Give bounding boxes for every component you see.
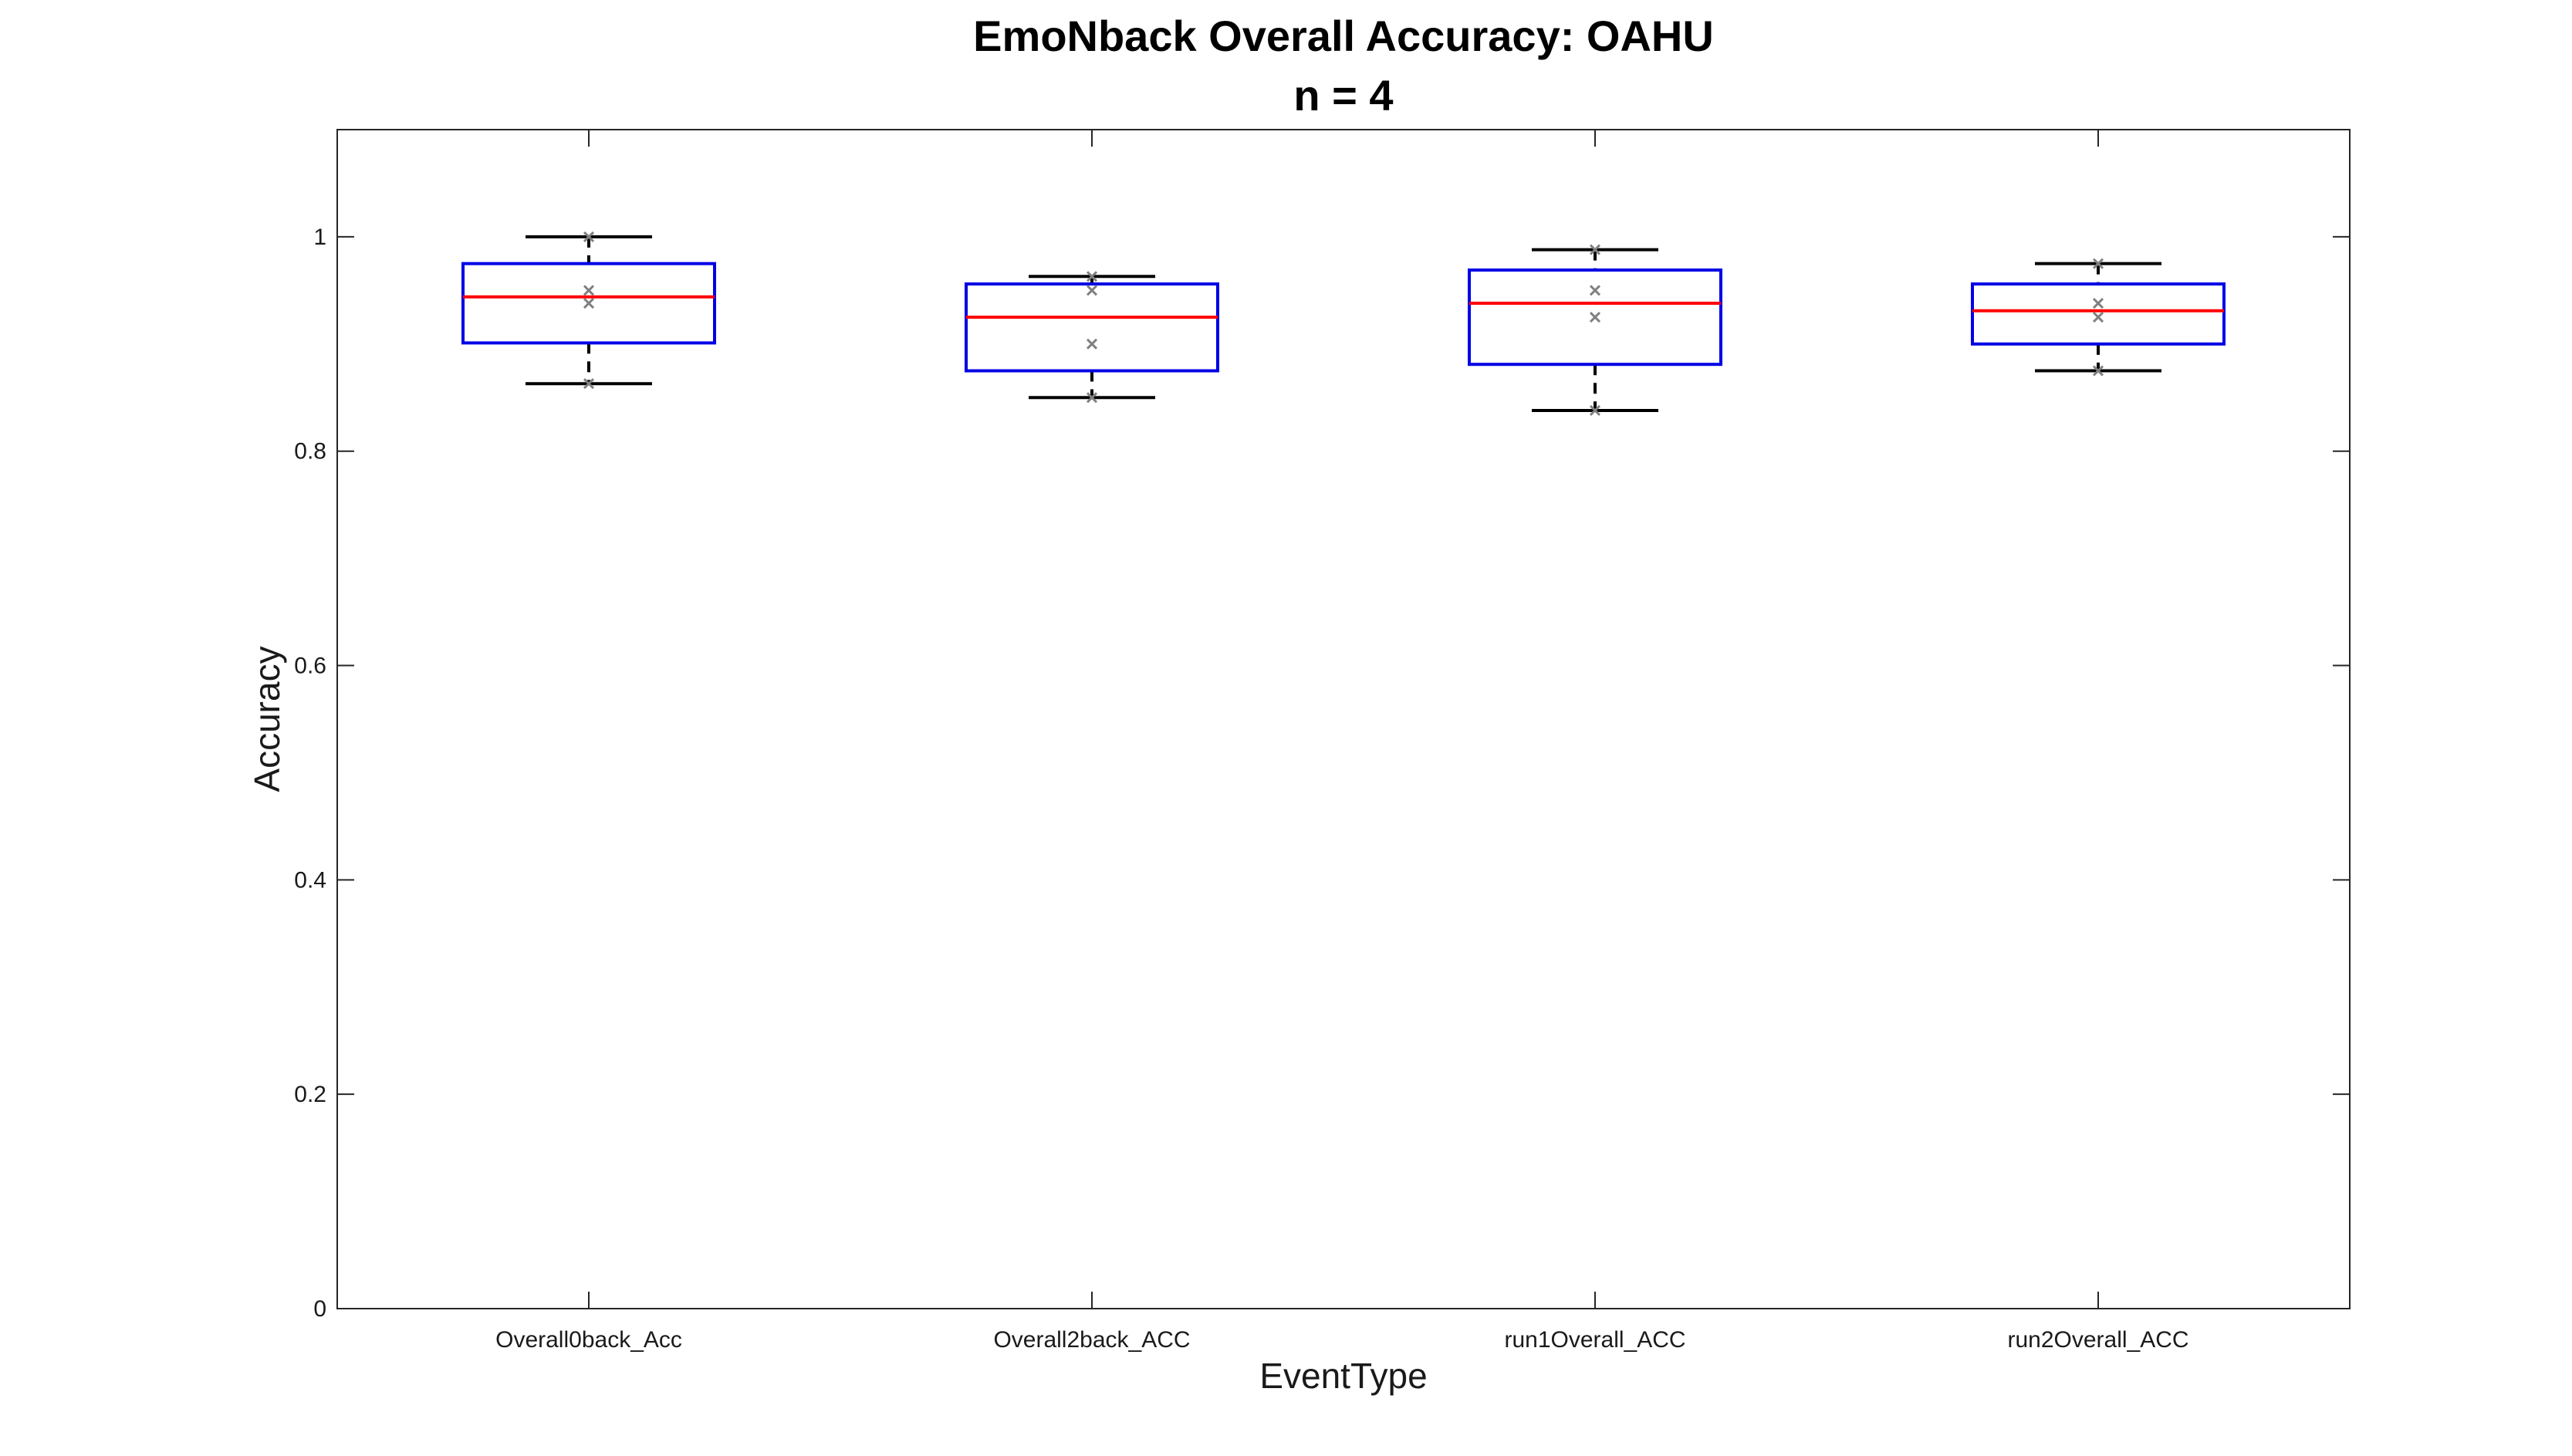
x-axis: Overall0back_Acc Overall2back_ACC run1Over… — [495, 130, 2189, 1353]
box-group — [965, 271, 1219, 404]
x-tick-label: Overall0back_Acc — [495, 1327, 682, 1353]
box-group — [461, 231, 716, 390]
data-point — [2092, 312, 2104, 323]
box-series — [461, 231, 2226, 417]
data-point — [1589, 404, 1601, 417]
data-point — [583, 378, 595, 390]
data-point-stroke — [1589, 244, 1601, 255]
chart-subtitle: n = 4 — [1293, 71, 1393, 120]
data-point — [583, 297, 595, 309]
data-point-stroke — [1086, 285, 1098, 296]
box-group — [1971, 258, 2226, 377]
y-tick-label: 0 — [313, 1296, 326, 1322]
data-point — [2092, 365, 2104, 377]
data-point-stroke — [583, 378, 595, 390]
data-point — [2092, 297, 2104, 309]
x-tick-label: run2Overall_ACC — [2007, 1327, 2188, 1353]
data-point — [1589, 312, 1601, 323]
data-point — [1086, 392, 1098, 404]
y-axis-label: Accuracy — [247, 646, 287, 792]
data-point-stroke — [1589, 312, 1601, 323]
data-point-stroke — [583, 285, 595, 296]
data-point — [1086, 285, 1098, 296]
y-tick-label: 0.4 — [294, 867, 326, 893]
data-point-stroke — [2092, 312, 2104, 323]
y-tick-label: 0.6 — [294, 654, 326, 679]
data-point — [1086, 338, 1098, 350]
y-tick-label: 0.8 — [294, 439, 326, 465]
x-tick-label: run1Overall_ACC — [1504, 1327, 1685, 1353]
plot-area — [336, 129, 2351, 1309]
data-point-stroke — [2092, 297, 2104, 309]
data-point — [1589, 244, 1601, 255]
iqr-box — [965, 282, 1219, 373]
data-point — [2092, 258, 2104, 269]
data-point-stroke — [2092, 365, 2104, 377]
data-point-stroke — [583, 231, 595, 242]
data-point-stroke — [1086, 338, 1098, 350]
y-tick-label: 0.2 — [294, 1082, 326, 1107]
data-point-stroke — [583, 297, 595, 309]
y-axis: 0 0.2 0.4 0.6 0.8 1 — [294, 225, 2350, 1322]
x-axis-label: EventType — [1259, 1356, 1427, 1396]
y-tick-label: 1 — [313, 225, 326, 250]
data-point-stroke — [1086, 392, 1098, 404]
box-group — [1468, 244, 1722, 417]
data-point — [1589, 285, 1601, 296]
data-point-stroke — [1086, 271, 1098, 282]
data-point-stroke — [1589, 404, 1601, 417]
data-point — [583, 285, 595, 296]
data-point-stroke — [1589, 285, 1601, 296]
data-point — [1086, 271, 1098, 282]
data-point-stroke — [2092, 258, 2104, 269]
iqr-box — [1468, 268, 1722, 367]
chart-title: EmoNback Overall Accuracy: OAHU — [973, 12, 1714, 60]
iqr-box — [461, 262, 716, 345]
data-point — [583, 231, 595, 242]
iqr-box — [1971, 282, 2226, 346]
x-tick-label: Overall2back_ACC — [993, 1327, 1190, 1353]
